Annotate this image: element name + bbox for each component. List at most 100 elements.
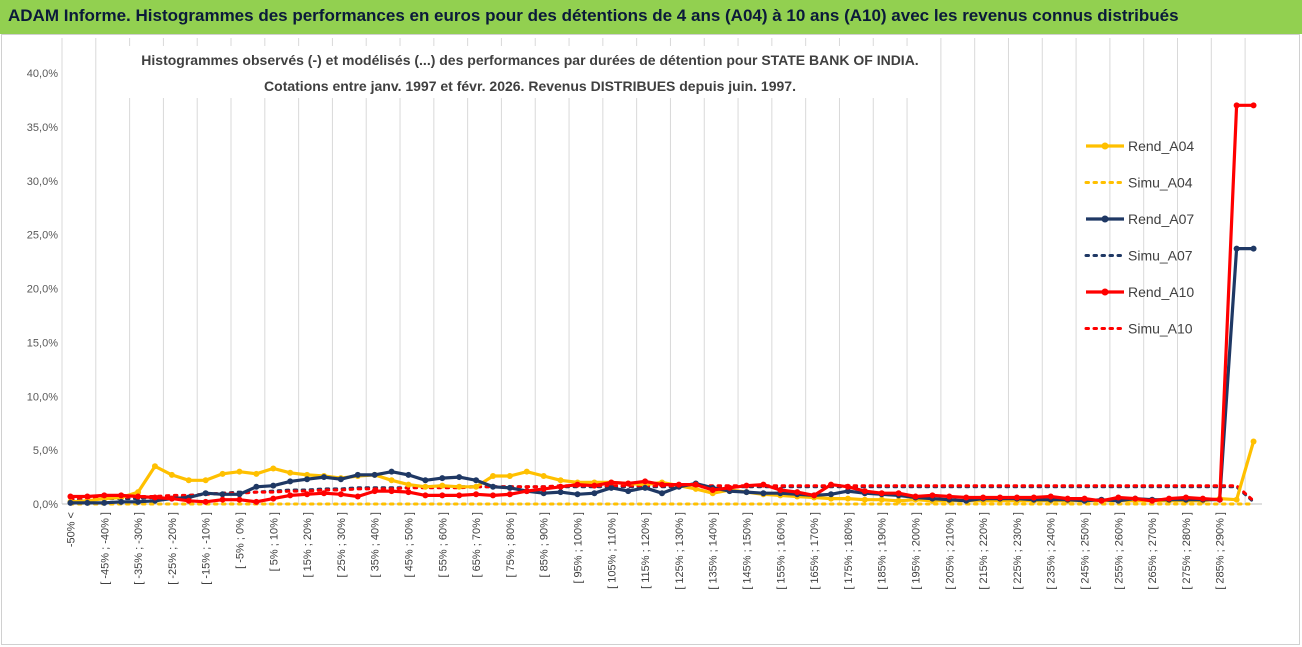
data-point [878, 496, 885, 503]
data-point [185, 497, 192, 504]
header-banner: ADAM Informe. Histogrammes des performan… [0, 0, 1302, 34]
x-tick-label: [ -35% ; -30% ] [133, 512, 145, 585]
data-point [557, 489, 564, 496]
data-point [489, 483, 496, 490]
x-tick-label: [ 125% ; 130% ] [674, 512, 686, 590]
x-tick-label: [ 285% ; 290% ] [1215, 512, 1227, 590]
data-point [659, 481, 665, 488]
y-tick-label: 20,0% [27, 284, 58, 296]
data-point [895, 490, 902, 497]
data-point [473, 483, 480, 490]
data-point [405, 481, 412, 488]
x-tick-label: [ 215% ; 220% ] [978, 512, 990, 590]
x-tick-label: [ 205% ; 210% ] [944, 512, 956, 590]
data-point [456, 483, 463, 490]
data-point [1149, 497, 1156, 504]
data-point [1098, 497, 1105, 504]
x-tick-label: [ 195% ; 200% ] [911, 512, 923, 590]
data-point [844, 488, 851, 495]
data-point [304, 471, 311, 478]
data-point [270, 482, 277, 489]
data-point [337, 476, 344, 483]
data-point [168, 495, 175, 502]
x-tick-label: [ 5% ; 10% ] [268, 512, 280, 571]
data-point [1233, 496, 1240, 503]
data-point [422, 477, 429, 484]
x-tick-label: [ 55% ; 60% ] [437, 512, 449, 577]
data-point [1047, 493, 1054, 500]
x-tick-label: [ 275% ; 280% ] [1181, 512, 1193, 590]
x-tick-label: [ 235% ; 240% ] [1046, 512, 1058, 590]
data-point [371, 488, 378, 495]
data-point [743, 489, 750, 496]
data-point [422, 483, 429, 490]
data-point [101, 492, 108, 499]
data-point [574, 491, 581, 498]
data-point [320, 474, 327, 481]
data-point [118, 498, 125, 505]
data-point [591, 482, 598, 489]
x-tick-label: [ 115% ; 120% ] [640, 512, 652, 589]
data-point [439, 475, 446, 482]
y-tick-label: 0,0% [33, 499, 58, 511]
data-point [168, 471, 175, 478]
data-point [135, 498, 142, 505]
data-point [861, 488, 868, 495]
data-point [371, 471, 378, 478]
data-point [760, 481, 767, 488]
data-point [760, 490, 767, 497]
x-tick-label: [ 85% ; 90% ] [539, 512, 551, 577]
data-point [1250, 245, 1257, 252]
data-point [405, 471, 412, 478]
data-point [101, 499, 108, 506]
data-point [489, 472, 496, 479]
legend-marker [1101, 142, 1109, 150]
data-point [439, 492, 446, 499]
x-tick-label: [ 105% ; 110% ] [606, 512, 618, 589]
data-point [608, 479, 615, 486]
data-point [1166, 495, 1173, 502]
data-point [84, 493, 91, 500]
data-point [354, 471, 361, 478]
data-point [895, 497, 902, 504]
y-tick-label: 30,0% [27, 176, 58, 188]
data-point [354, 493, 361, 500]
y-tick-label: 5,0% [33, 445, 58, 457]
x-tick-label: [ -45% ; -40% ] [99, 512, 111, 585]
legend-label: Rend_A07 [1128, 211, 1194, 227]
data-point [422, 492, 429, 499]
data-point [304, 491, 311, 498]
data-point [523, 468, 530, 475]
y-tick-label: 15,0% [27, 337, 58, 349]
data-point [135, 489, 142, 496]
data-point [591, 490, 598, 497]
data-point [557, 483, 564, 490]
legend-item: Rend_A10 [1086, 284, 1194, 300]
data-point [202, 498, 209, 505]
data-point [135, 493, 142, 500]
data-point [506, 491, 513, 498]
y-tick-label: 40,0% [27, 68, 58, 80]
legend-item: Simu_A07 [1084, 248, 1193, 264]
data-point [861, 496, 868, 503]
data-point [219, 470, 226, 477]
legend-item: Simu_A04 [1084, 175, 1193, 191]
data-point [439, 482, 446, 489]
x-tick-label: [ 155% ; 160% ] [775, 512, 787, 590]
data-point [67, 493, 74, 500]
legend-marker [1101, 288, 1109, 296]
data-point [236, 491, 243, 498]
x-tick-label: [ 45% ; 50% ] [403, 512, 415, 577]
legend-label: Simu_A04 [1128, 175, 1193, 191]
chart-frame [1, 34, 1300, 645]
data-point [151, 494, 158, 501]
x-tick-label: [ 265% ; 270% ] [1147, 512, 1159, 590]
data-point [523, 488, 530, 495]
data-point [270, 465, 277, 472]
data-point [67, 499, 74, 506]
data-point [1081, 495, 1088, 502]
data-point [540, 472, 547, 479]
series-Rend_A10 [67, 102, 1257, 505]
data-point [219, 496, 226, 503]
